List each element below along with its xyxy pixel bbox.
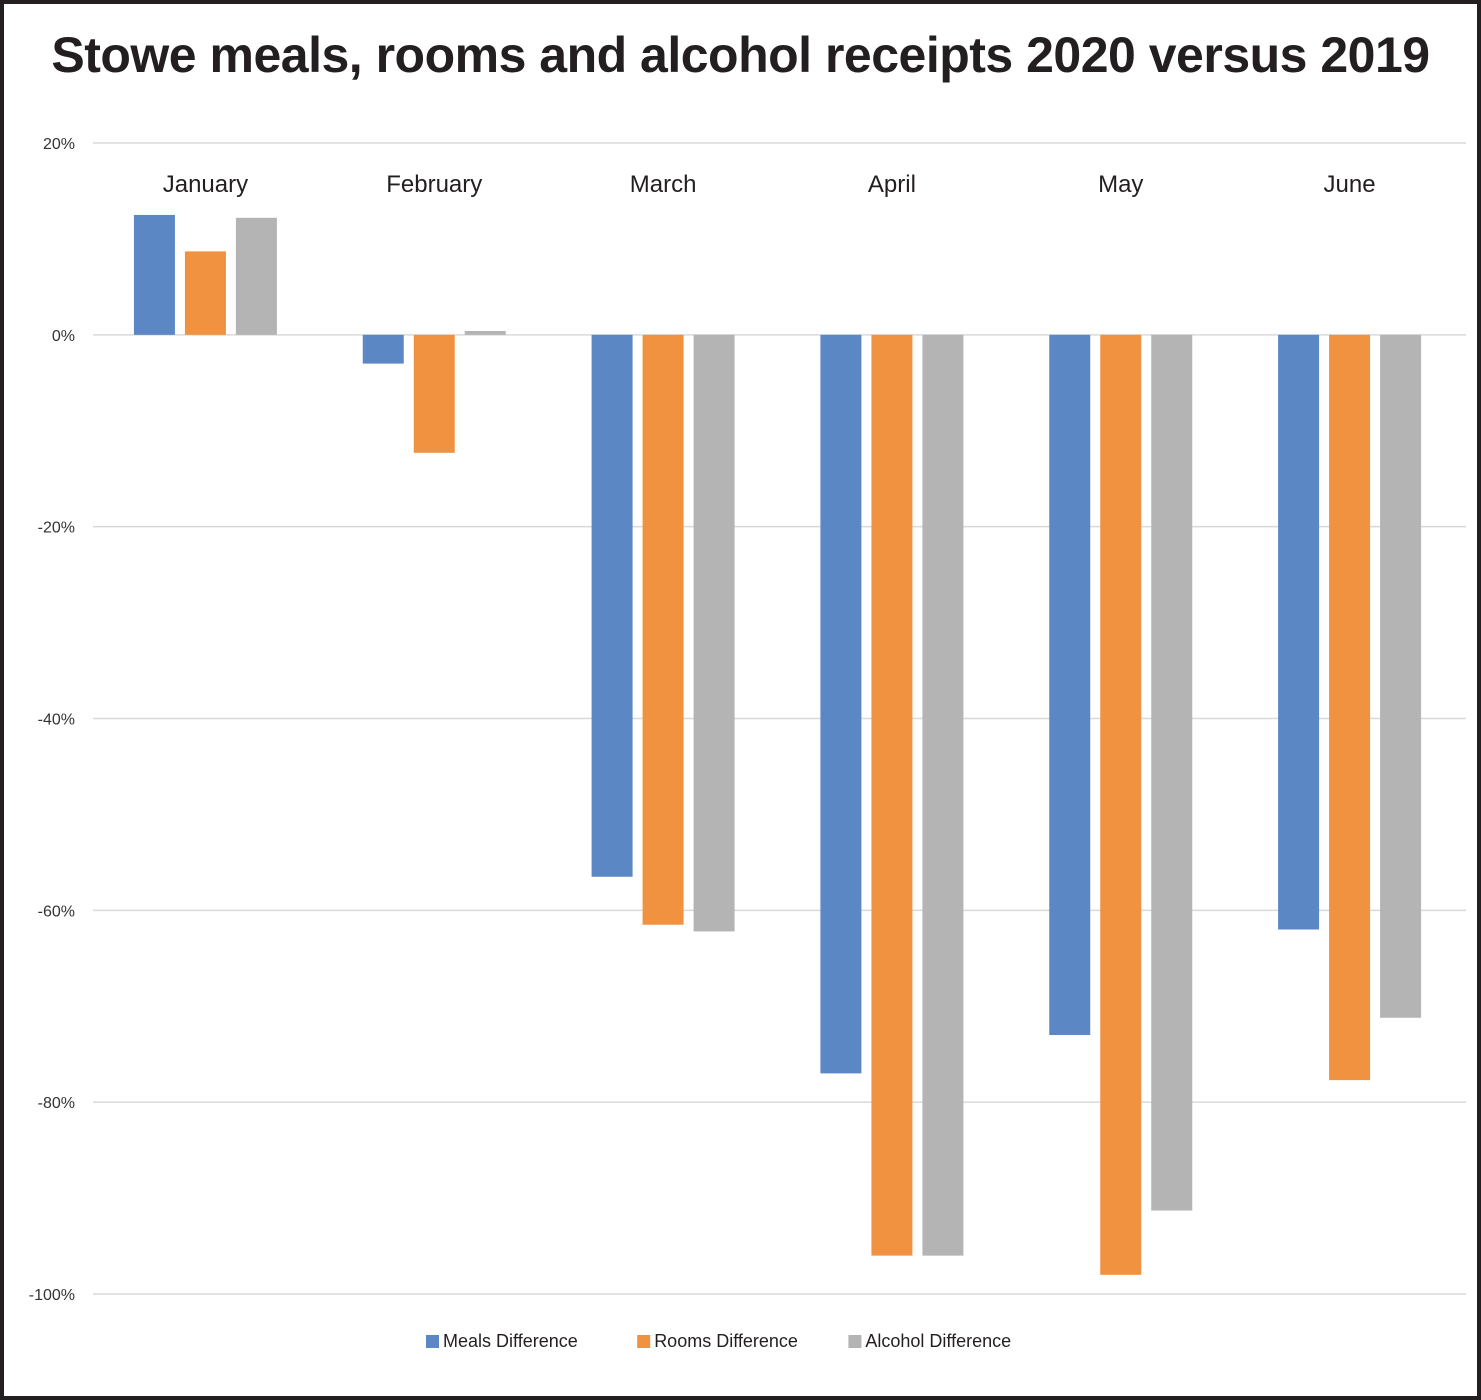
y-tick-label: 20%	[43, 136, 75, 153]
y-tick-label: 0%	[52, 328, 75, 345]
bar	[1380, 334, 1422, 1018]
chart-title: Stowe meals, rooms and alcohol receipts …	[51, 27, 1430, 83]
bar	[922, 334, 964, 1256]
legend-swatch	[637, 1335, 651, 1348]
legend-label: Meals Difference	[443, 1331, 578, 1351]
bar	[413, 334, 455, 453]
legend-label: Rooms Difference	[654, 1331, 798, 1351]
bar	[1049, 334, 1091, 1036]
bar	[642, 334, 684, 925]
category-label: May	[1098, 171, 1143, 198]
bar	[362, 334, 404, 364]
category-label: March	[630, 171, 697, 198]
bar	[1278, 334, 1320, 930]
bar	[1329, 334, 1371, 1081]
bar	[133, 214, 175, 335]
bar	[235, 217, 277, 335]
y-tick-label: -80%	[38, 1095, 75, 1112]
bar	[693, 334, 735, 932]
y-tick-label: -20%	[38, 520, 75, 537]
legend-swatch	[848, 1335, 862, 1348]
legend-label: Alcohol Difference	[865, 1331, 1011, 1351]
bar	[464, 330, 506, 335]
legend-swatch	[426, 1335, 439, 1348]
category-label: February	[386, 171, 482, 198]
category-label: April	[868, 171, 916, 198]
category-label: June	[1324, 171, 1376, 198]
bar	[184, 251, 226, 335]
y-tick-label: -100%	[29, 1287, 75, 1304]
y-tick-label: -60%	[38, 903, 75, 920]
bar	[871, 334, 913, 1256]
bar	[820, 334, 862, 1074]
bar	[1151, 334, 1193, 1211]
y-tick-label: -40%	[38, 712, 75, 729]
category-label: January	[163, 171, 248, 198]
bar	[591, 334, 633, 877]
bar	[1100, 334, 1142, 1275]
